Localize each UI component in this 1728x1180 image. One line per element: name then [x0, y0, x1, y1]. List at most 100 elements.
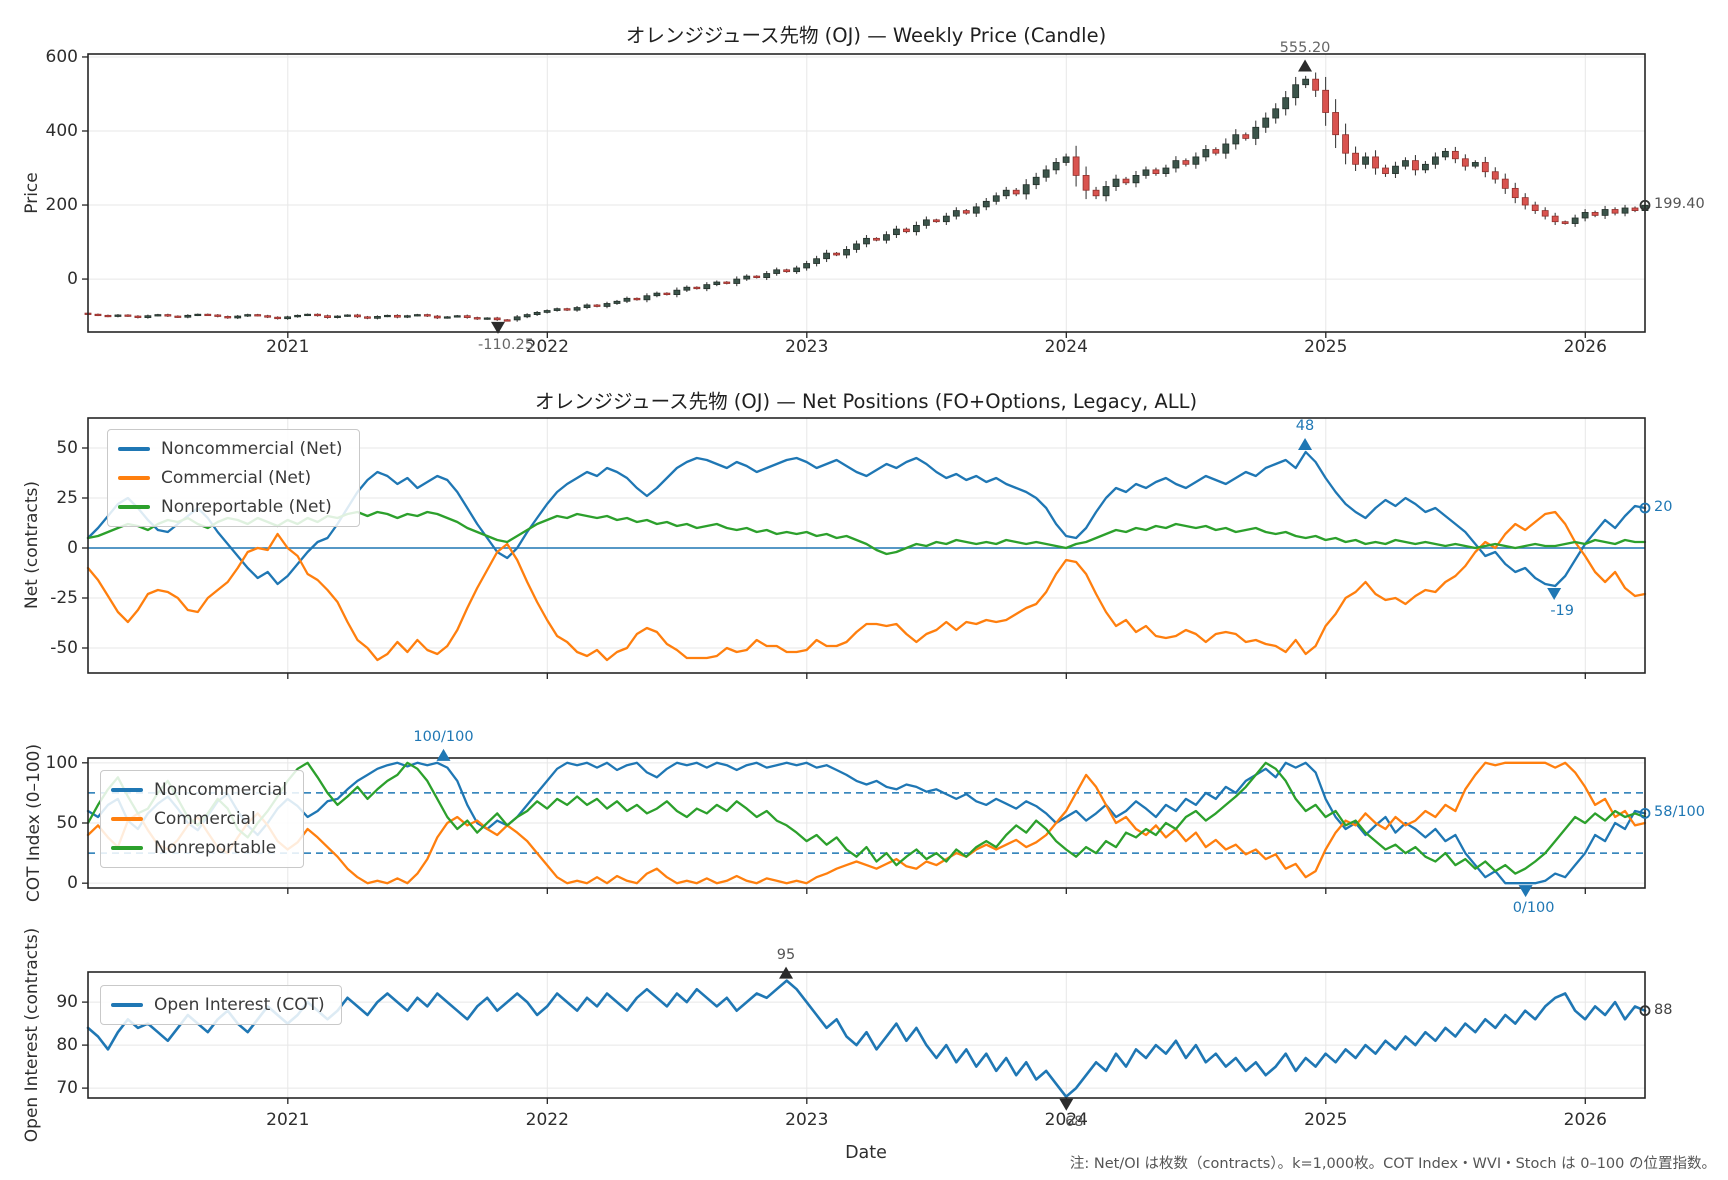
candle-body	[413, 314, 421, 317]
candle-body	[1621, 207, 1629, 214]
y-tick-label: 400	[45, 120, 78, 141]
x-tick-label: 2025	[1304, 337, 1348, 357]
candle-body	[1342, 134, 1349, 154]
series-line-open-interest-cot-	[86, 979, 1647, 1098]
candle-body	[1362, 156, 1369, 165]
x-tick-label: 2023	[785, 337, 829, 357]
candle-body	[1312, 78, 1320, 91]
candle-body	[284, 316, 292, 320]
axes-spines	[87, 971, 1646, 1099]
candle-body	[1412, 160, 1419, 171]
candle-body	[463, 315, 471, 318]
candle-body	[883, 234, 890, 241]
candle-body	[334, 315, 341, 318]
open-interest-line-swatch-icon	[111, 1003, 143, 1007]
candle-body	[1352, 152, 1359, 165]
candle-body	[1292, 84, 1300, 99]
max-marker-icon	[779, 966, 794, 979]
candle-body	[1212, 149, 1220, 154]
candle-body	[364, 316, 371, 319]
candle-body	[922, 219, 930, 226]
annotation-min: 68	[1065, 1113, 1084, 1130]
annotation-max: 48	[1295, 418, 1315, 434]
candle-body	[753, 275, 761, 278]
candle-body	[863, 237, 870, 245]
candle-body	[184, 314, 192, 318]
candle-body	[104, 314, 112, 318]
candle-body	[1062, 156, 1070, 163]
annotation-last: 88	[1654, 1001, 1673, 1018]
candle-body	[723, 281, 731, 284]
candle-body	[663, 292, 671, 296]
legend-item-noncommercial: Noncommercial	[111, 779, 287, 801]
candle-body	[174, 315, 182, 318]
candle-body	[1122, 178, 1130, 184]
max-marker-icon	[1298, 59, 1313, 72]
candle-body	[1272, 108, 1280, 119]
max-marker-icon	[1298, 438, 1313, 450]
candle-body	[513, 316, 521, 321]
candle-body	[1511, 187, 1519, 199]
candle-body	[533, 311, 541, 316]
candle-body	[673, 289, 681, 296]
candle-body	[433, 315, 441, 319]
candle-body	[653, 292, 661, 297]
candle-body	[1591, 212, 1599, 216]
candle-body	[1032, 176, 1040, 186]
min-marker-icon	[491, 321, 506, 334]
series-line-commercial-net-	[86, 510, 1647, 662]
x-tick-label: 2026	[1563, 1110, 1607, 1130]
nonreportable-line-swatch-icon	[111, 846, 143, 850]
legend-label: Noncommercial	[154, 780, 288, 800]
candle-body	[124, 314, 132, 317]
candle-body	[543, 310, 551, 313]
candle-body	[972, 206, 980, 214]
y-tick-label: 0	[67, 269, 78, 290]
candle-body	[773, 269, 781, 274]
candle-body	[1182, 160, 1190, 165]
price-chart-title: オレンジジュース先物 (OJ) — Weekly Price (Candle)	[625, 24, 1107, 47]
candle-body	[633, 297, 641, 301]
legend-item-commercial: Commercial	[111, 808, 287, 830]
candle-body	[1611, 209, 1619, 214]
x-tick-label: 2025	[1304, 1110, 1348, 1130]
legend-label: Noncommercial (Net)	[161, 439, 343, 459]
annotation-max: 100/100	[413, 728, 474, 745]
candle-body	[1601, 209, 1609, 216]
axes-spines	[87, 53, 1646, 333]
annotation-min: 0/100	[1512, 900, 1555, 917]
candle-body	[873, 237, 880, 241]
candle-body	[473, 317, 481, 320]
candle-body	[1222, 143, 1230, 154]
candle-body	[1402, 160, 1409, 167]
candle-body	[1262, 117, 1270, 128]
noncommercial-line-swatch-icon	[118, 447, 150, 451]
x-tick-label: 2021	[266, 337, 310, 357]
footnote: 注: Net/OI は枚数（contracts）。k=1,000枚。COT In…	[1069, 1156, 1716, 1172]
candle-body	[1232, 134, 1240, 145]
candle-body	[483, 317, 491, 320]
candle-body	[942, 215, 950, 223]
candle-body	[613, 300, 621, 304]
candle-body	[823, 252, 830, 260]
nonreportable-line-swatch-icon	[118, 505, 150, 509]
y-tick-label: 0	[67, 538, 78, 558]
legend-label: Nonreportable	[154, 838, 277, 858]
legend-label: Open Interest (COT)	[154, 995, 325, 1015]
candle-body	[1451, 150, 1459, 160]
candle-body	[1392, 165, 1399, 174]
candle-body	[1112, 178, 1120, 187]
candle-body	[1571, 217, 1579, 224]
x-tick-label: 2022	[525, 337, 569, 357]
candle-body	[1012, 189, 1020, 195]
candle-body	[1002, 189, 1010, 197]
x-tick-label: 2022	[525, 1110, 569, 1130]
x-tick-label: 2024	[1044, 1110, 1088, 1130]
annotation-last: 20	[1654, 499, 1673, 515]
candle-body	[1332, 112, 1339, 136]
y-tick-label: -25	[50, 588, 78, 608]
candle-body	[304, 313, 311, 317]
max-marker-icon	[436, 748, 451, 761]
candle-body	[1042, 169, 1050, 178]
y-tick-label: 50	[56, 813, 78, 833]
